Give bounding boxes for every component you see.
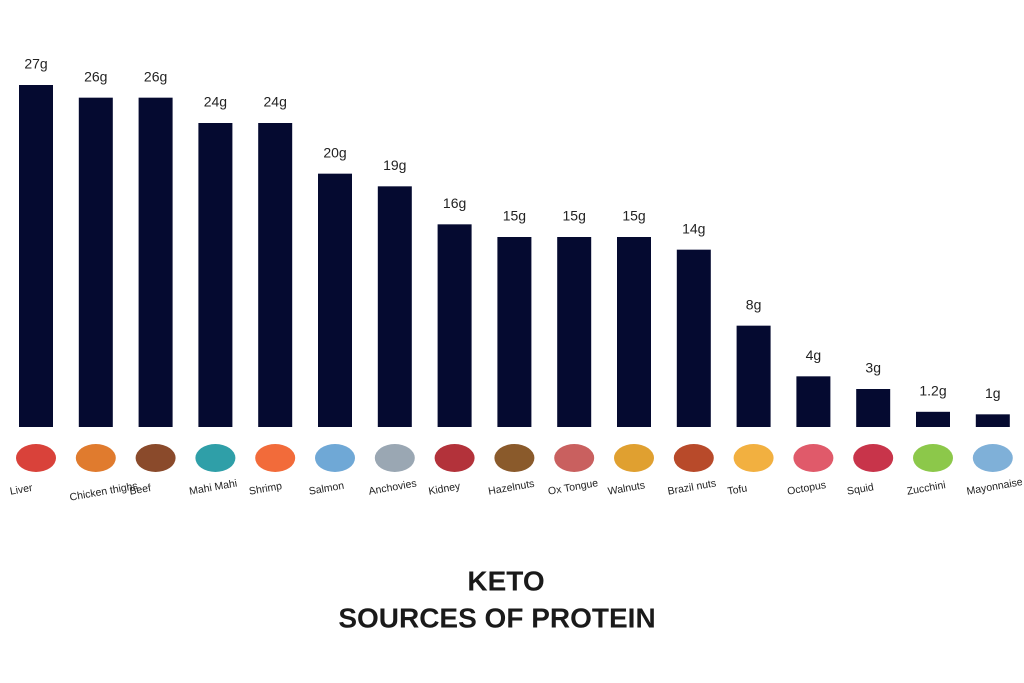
- food-icon: [972, 444, 1013, 472]
- bar: [78, 97, 113, 428]
- bar: [138, 97, 173, 428]
- bar: [258, 123, 293, 427]
- x-tick-label: Walnuts: [607, 479, 646, 497]
- bar: [856, 389, 891, 427]
- x-tick-label: Mahi Mahi: [188, 477, 238, 497]
- bar: [557, 237, 592, 427]
- bar: [377, 186, 412, 427]
- x-tick-label: Squid: [846, 481, 875, 498]
- bar: [676, 249, 711, 427]
- food-icon: [195, 444, 236, 472]
- bar: [19, 85, 53, 427]
- value-label: 24g: [264, 94, 287, 110]
- x-tick-label: Liver: [9, 482, 34, 498]
- x-tick-label: Chicken thighs: [69, 480, 139, 504]
- food-icon: [494, 444, 535, 472]
- bar: [916, 411, 950, 427]
- value-label: 24g: [204, 94, 227, 110]
- food-icon: [255, 444, 296, 472]
- value-label: 8g: [746, 296, 762, 312]
- x-tick-label: Brazil nuts: [667, 477, 717, 497]
- chart-title: KETO: [467, 565, 544, 596]
- bar: [198, 123, 233, 427]
- value-label: 20g: [323, 144, 346, 160]
- value-label: 1g: [985, 385, 1001, 401]
- x-tick-label: Zucchini: [906, 479, 947, 498]
- value-label: 15g: [503, 208, 526, 224]
- food-icon: [793, 444, 834, 472]
- x-tick-label: Shrimp: [248, 480, 283, 498]
- x-tick-label: Ox Tongue: [547, 477, 599, 498]
- value-label: 1.2g: [919, 383, 946, 399]
- x-tick-label: Octopus: [786, 479, 827, 498]
- x-tick-label: Hazelnuts: [487, 478, 535, 498]
- bar: [497, 237, 532, 427]
- food-icon: [75, 444, 116, 472]
- value-label: 3g: [865, 360, 881, 376]
- food-icon: [135, 444, 176, 472]
- x-tick-label: Mayonnaise: [966, 476, 1024, 498]
- x-tick-label: Salmon: [308, 480, 345, 498]
- value-label: 14g: [682, 220, 705, 236]
- bar: [796, 376, 831, 427]
- x-tick-label: Tofu: [727, 482, 749, 497]
- food-icon: [554, 444, 595, 472]
- value-label: 4g: [806, 347, 822, 363]
- x-tick-label: Anchovies: [368, 477, 418, 497]
- food-icon: [913, 444, 953, 472]
- food-icon: [614, 444, 654, 472]
- food-icon: [315, 444, 355, 472]
- value-label: 26g: [144, 68, 167, 84]
- food-icon: [374, 444, 415, 472]
- bar: [736, 325, 771, 427]
- food-icon: [853, 444, 894, 472]
- chart-subtitle: SOURCES OF PROTEIN: [338, 602, 655, 633]
- value-label: 15g: [622, 208, 645, 224]
- x-tick-label: Beef: [129, 482, 152, 498]
- value-label: 27g: [24, 56, 47, 72]
- food-icon: [434, 444, 475, 472]
- food-icon: [16, 444, 56, 472]
- value-label: 26g: [84, 68, 107, 84]
- food-icon: [733, 444, 774, 472]
- bar: [617, 237, 651, 427]
- x-tick-label: Kidney: [428, 480, 462, 498]
- bar: [318, 173, 352, 427]
- bar: [975, 414, 1010, 427]
- food-icon: [673, 444, 714, 472]
- value-label: 15g: [563, 208, 586, 224]
- bar: [437, 224, 472, 427]
- value-label: 19g: [383, 157, 406, 173]
- value-label: 16g: [443, 195, 466, 211]
